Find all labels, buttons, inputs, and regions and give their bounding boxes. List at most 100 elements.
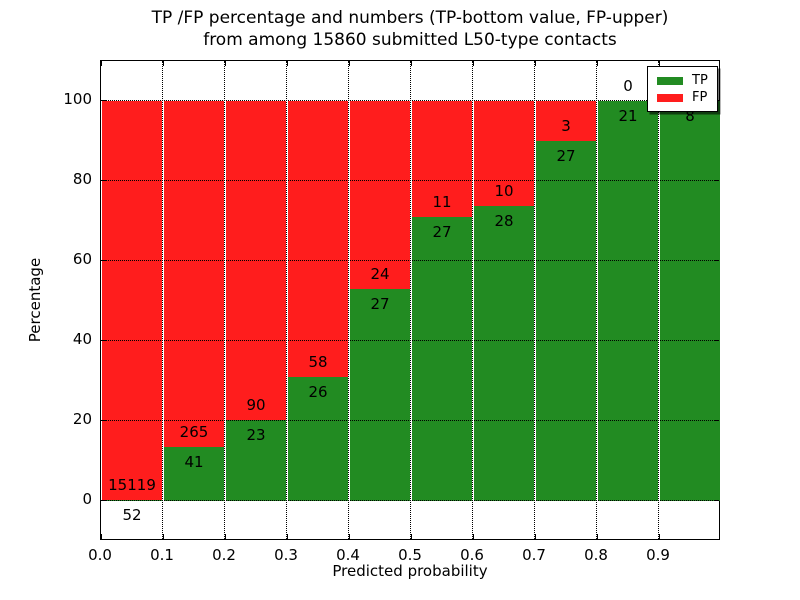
bar-tp-segment (350, 289, 410, 501)
y-tick-label: 20 (72, 410, 92, 428)
chart-title-line1: TP /FP percentage and numbers (TP-bottom… (151, 8, 669, 28)
legend-item-fp: FP (657, 89, 717, 106)
x-tick-bottom (473, 534, 474, 539)
tp-count-label: 27 (432, 222, 452, 241)
y-axis-label: Percentage (26, 257, 44, 343)
bar-tp-segment (164, 447, 224, 501)
x-tick-bottom (163, 534, 164, 539)
x-tick-bottom (225, 534, 226, 539)
legend: TP FP (647, 66, 718, 112)
x-tick-bottom (597, 534, 598, 539)
legend-swatch-tp-icon (657, 76, 683, 85)
y-tick-right (714, 420, 719, 421)
bar-fp-segment (474, 101, 534, 207)
y-tick-label: 0 (82, 490, 92, 508)
y-tick-right (714, 260, 719, 261)
x-tick-bottom (659, 534, 660, 539)
v-gridline (224, 61, 225, 539)
tp-count-label: 27 (370, 295, 390, 314)
legend-label-tp: TP (692, 73, 708, 88)
x-axis-label: Predicted probability (332, 562, 488, 580)
y-tick-left (101, 100, 106, 101)
tp-count-label: 41 (184, 453, 204, 472)
bar-tp-segment (226, 419, 286, 501)
y-tick-left (101, 180, 106, 181)
v-gridline (286, 61, 287, 539)
x-tick-top (597, 61, 598, 66)
bar-tp-segment (660, 101, 720, 501)
bar-fp-segment (164, 101, 224, 448)
x-tick-top (659, 61, 660, 66)
x-tick-label: 0.3 (274, 546, 298, 564)
y-tick-left (101, 420, 106, 421)
x-tick-label: 0.0 (88, 546, 112, 564)
bar-fp-segment (102, 101, 162, 500)
tp-count-label: 26 (308, 383, 328, 402)
y-tick-left (101, 260, 106, 261)
fp-count-label: 10 (494, 182, 514, 201)
bar-tp-segment (288, 377, 348, 501)
x-tick-label: 0.8 (584, 546, 608, 564)
legend-item-tp: TP (657, 72, 717, 89)
x-tick-label: 0.9 (646, 546, 670, 564)
x-tick-label: 0.4 (336, 546, 360, 564)
x-tick-top (411, 61, 412, 66)
fp-count-label: 90 (246, 395, 266, 414)
fp-count-label: 15119 (108, 475, 156, 494)
y-tick-right (714, 180, 719, 181)
y-tick-label: 60 (72, 250, 92, 268)
plot-area: 1511952265419023582624271127102832702108 (100, 60, 720, 540)
x-tick-bottom (535, 534, 536, 539)
x-tick-top (225, 61, 226, 66)
x-tick-top (287, 61, 288, 66)
bar-tp-segment (474, 206, 534, 501)
v-gridline (348, 61, 349, 539)
legend-swatch-fp-icon (657, 93, 683, 102)
v-gridline (534, 61, 535, 539)
bar-tp-segment (598, 101, 658, 501)
tp-count-label: 28 (494, 212, 514, 231)
fp-count-label: 58 (308, 353, 328, 372)
x-tick-label: 0.1 (150, 546, 174, 564)
tp-count-label: 21 (618, 107, 638, 125)
bar-tp-segment (536, 141, 596, 501)
x-tick-label: 0.6 (460, 546, 484, 564)
chart-title-line2: from among 15860 submitted L50-type cont… (203, 30, 617, 50)
x-tick-label: 0.5 (398, 546, 422, 564)
tp-count-label: 23 (246, 425, 266, 444)
bar-fp-segment (288, 101, 348, 378)
x-tick-top (163, 61, 164, 66)
fp-count-label: 3 (561, 117, 571, 135)
tp-count-label: 8 (685, 107, 695, 125)
bar-fp-segment (536, 101, 596, 141)
x-tick-top (535, 61, 536, 66)
fp-count-label: 0 (623, 77, 633, 95)
y-tick-right (714, 500, 719, 501)
v-gridline (410, 61, 411, 539)
bar-fp-segment (350, 101, 410, 290)
v-gridline (596, 61, 597, 539)
x-tick-bottom (101, 534, 102, 539)
v-gridline (472, 61, 473, 539)
fp-count-label: 265 (179, 423, 209, 442)
v-gridline (658, 61, 659, 539)
y-tick-right (714, 340, 719, 341)
x-tick-top (473, 61, 474, 66)
fp-count-label: 24 (370, 265, 390, 284)
x-tick-label: 0.7 (522, 546, 546, 564)
tp-count-label: 27 (556, 147, 576, 165)
x-tick-bottom (287, 534, 288, 539)
x-tick-top (349, 61, 350, 66)
legend-label-fp: FP (692, 90, 708, 105)
bar-fp-segment (412, 101, 472, 217)
v-gridline (162, 61, 163, 539)
fp-count-label: 11 (432, 192, 452, 211)
y-tick-label: 40 (72, 330, 92, 348)
x-tick-top (101, 61, 102, 66)
y-tick-left (101, 340, 106, 341)
y-tick-label: 100 (63, 90, 92, 108)
y-tick-left (101, 500, 106, 501)
x-tick-bottom (349, 534, 350, 539)
x-tick-bottom (411, 534, 412, 539)
